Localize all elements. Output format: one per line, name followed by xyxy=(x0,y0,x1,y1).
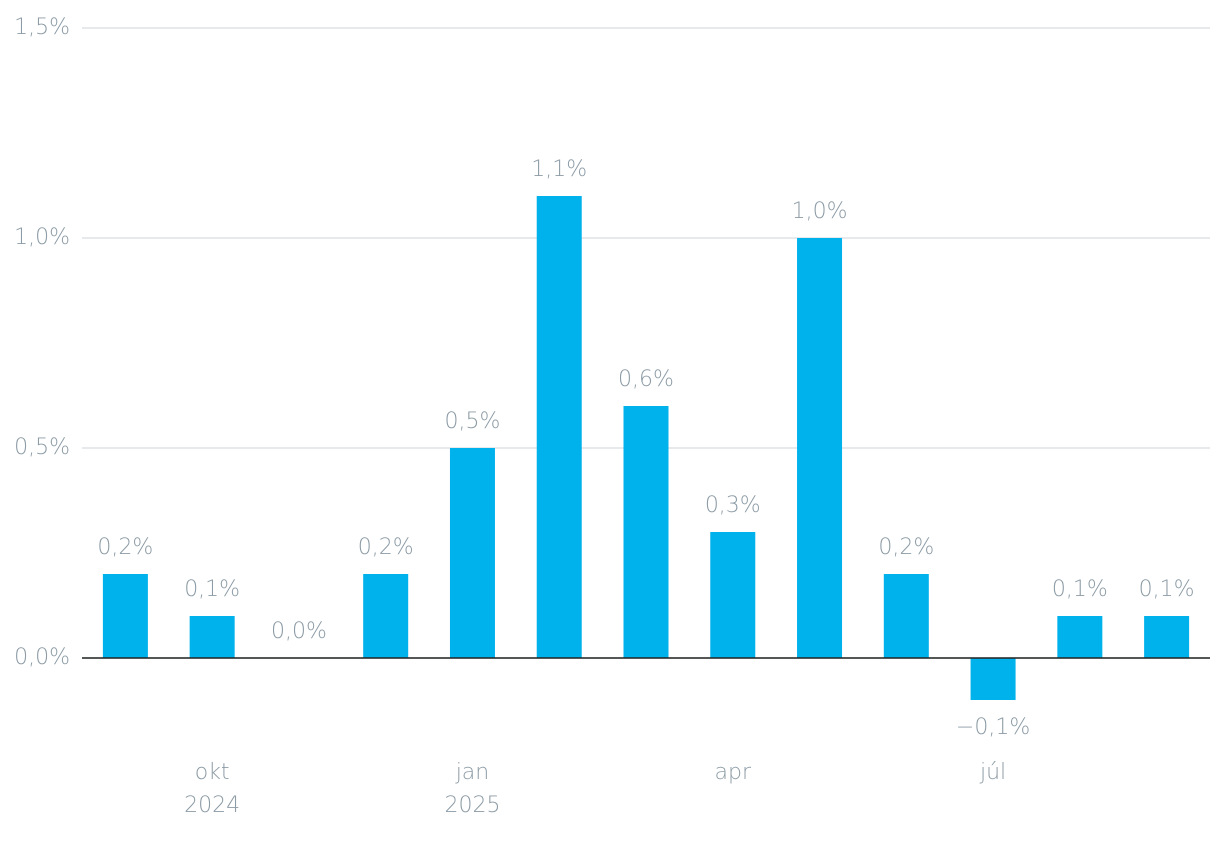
x-tick-label: apr xyxy=(715,760,752,785)
bar xyxy=(710,532,756,658)
value-label: 0,2% xyxy=(878,535,934,560)
value-label: 0,5% xyxy=(445,409,501,434)
x-tick-label: okt 2024 xyxy=(184,760,240,818)
value-label: 0,1% xyxy=(1139,577,1195,602)
y-tick-label: 0,5% xyxy=(14,435,70,460)
bar xyxy=(970,658,1016,700)
value-label: 0,6% xyxy=(618,367,674,392)
value-label: 0,3% xyxy=(705,493,761,518)
y-tick-label: 1,5% xyxy=(14,15,70,40)
value-label: 0,2% xyxy=(358,535,414,560)
value-label: −0,1% xyxy=(956,715,1030,740)
value-label: 1,1% xyxy=(531,157,587,182)
bar xyxy=(1057,616,1103,658)
bar xyxy=(363,574,409,658)
y-tick-label: 0,0% xyxy=(14,645,70,670)
bar xyxy=(102,574,148,658)
value-label: 0,1% xyxy=(1052,577,1108,602)
value-label: 0,1% xyxy=(184,577,240,602)
value-label: 1,0% xyxy=(792,199,848,224)
bar xyxy=(536,196,582,658)
value-label: 0,2% xyxy=(97,535,153,560)
y-tick-label: 1,0% xyxy=(14,225,70,250)
bar xyxy=(1144,616,1190,658)
bar xyxy=(189,616,235,658)
x-tick-label: júl xyxy=(979,760,1006,785)
bar xyxy=(883,574,929,658)
x-tick-label: jan 2025 xyxy=(444,760,500,818)
bar xyxy=(623,406,669,658)
value-label: 0,0% xyxy=(271,619,327,644)
bar xyxy=(449,448,495,658)
bar xyxy=(797,238,843,658)
